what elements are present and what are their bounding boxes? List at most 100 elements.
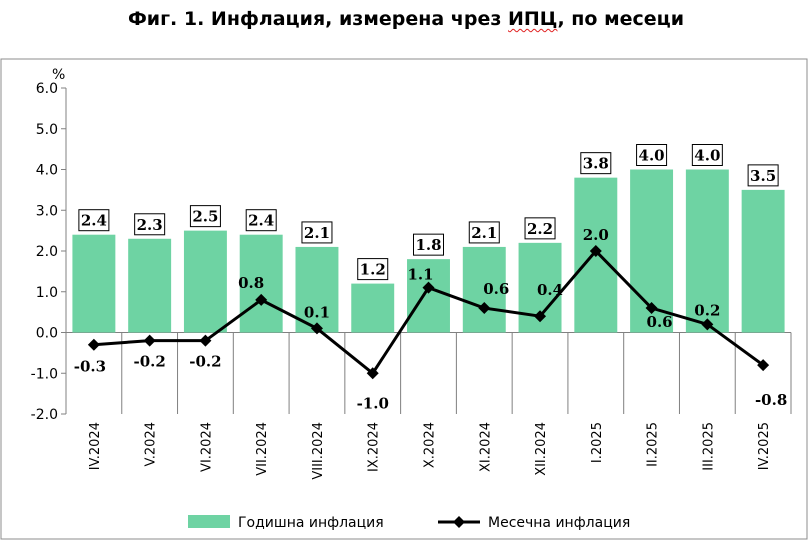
monthly-point (143, 334, 156, 347)
bar-label-box (524, 217, 556, 240)
line-labels: -0.3 -0.2 -0.2 0.8 0.1 -1.0 1.1 0.6 0.4 2.0 0.6 0.2… (74, 226, 788, 412)
bar (128, 238, 172, 333)
bar-label-box (189, 205, 221, 228)
bar-label-box (357, 258, 389, 281)
bar-data-label: 4.0 (691, 144, 723, 166)
y-tick-label: 1.0 (36, 285, 58, 301)
bar-data-label: 2.4 (78, 209, 110, 232)
line-label: 0.6 (647, 313, 673, 331)
monthly-point (366, 367, 379, 380)
bar-data-label: 3.5 (747, 164, 779, 187)
y-tick-label: -2.0 (31, 407, 58, 423)
line-label: -0.8 (755, 391, 787, 409)
bar-label-text: 4.0 (639, 147, 665, 165)
bar-label-box (636, 144, 668, 166)
y-tick-label: 4.0 (36, 163, 58, 179)
category-label: VIII.2024 (311, 422, 326, 480)
title-text-end: , по месеци (557, 8, 685, 30)
title-text: Фиг. 1. Инфлация, измерена чрез (127, 8, 508, 30)
category-label: VII.2024 (255, 422, 270, 476)
monthly-point (422, 281, 435, 294)
bars (72, 169, 785, 333)
monthly-point (534, 310, 547, 323)
bar (741, 189, 785, 333)
line-label: -1.0 (357, 394, 389, 412)
bar-label-box (301, 221, 333, 244)
bar (295, 246, 339, 333)
monthly-point (199, 334, 212, 347)
category-label: III.2025 (701, 422, 716, 471)
bar-label-text: 2.4 (248, 212, 274, 230)
category-label: II.2025 (646, 422, 661, 467)
category-label: XII.2024 (534, 422, 549, 476)
y-unit-label: % (52, 67, 65, 83)
line-label: -0.2 (133, 353, 165, 371)
bar-label-text: 2.1 (304, 224, 330, 242)
bar-data-label: 4.0 (636, 144, 668, 166)
axes: -2.0 -1.0 0.0 1.0 2.0 3.0 4.0 5.0 6.0% (31, 67, 792, 423)
bar-data-label: 1.8 (413, 233, 444, 256)
bar-label-box (134, 213, 166, 236)
bar (351, 283, 395, 333)
monthly-point (87, 338, 100, 351)
legend-bar-label: Годишна инфлация (238, 515, 384, 531)
title-abbrev: ИПЦ (508, 8, 558, 30)
bar-data-label: 2.4 (245, 209, 277, 232)
line-label: 0.8 (238, 274, 264, 292)
bar (462, 246, 506, 333)
y-tick-label: 6.0 (36, 81, 58, 97)
y-tick-label: 3.0 (36, 203, 58, 219)
bar-labels: 2.4 2.3 2.5 2.4 2.1 1.2 1.8 2.1 2.2 3.8 4.0 4.0 3.5 (78, 144, 779, 281)
legend-line-marker (453, 516, 465, 528)
monthly-point (645, 302, 658, 315)
y-tick-label: 0.0 (36, 326, 58, 342)
bar-label-text: 3.8 (583, 155, 609, 173)
bar-data-label: 2.1 (468, 221, 500, 244)
bar-data-label: 2.2 (524, 217, 556, 240)
monthly-point (478, 302, 491, 315)
legend: Годишна инфлация Месечна инфлация (188, 515, 630, 531)
category-label: VI.2024 (199, 422, 214, 472)
monthly-point (255, 293, 268, 306)
bar-label-text: 4.0 (694, 147, 720, 165)
bar (685, 169, 729, 333)
bar-label-text: 2.4 (81, 212, 107, 230)
bar-label-text: 1.2 (360, 261, 386, 279)
bar-label-box (691, 144, 723, 166)
category-label: IX.2024 (367, 422, 382, 472)
line-label: 0.1 (304, 303, 330, 321)
y-tick-label: -1.0 (31, 366, 58, 382)
bar-label-box (468, 221, 500, 244)
bar-label-text: 3.5 (750, 167, 776, 185)
line-label: 2.0 (583, 226, 609, 244)
line-label: 0.4 (537, 281, 563, 299)
chart-frame (0, 58, 808, 540)
bar-data-label: 2.3 (134, 213, 166, 236)
line-label: -0.3 (74, 358, 106, 376)
y-tick-label: 2.0 (36, 244, 58, 260)
legend-bar-swatch (188, 515, 230, 528)
category-label: IV.2025 (757, 422, 772, 470)
category-labels: IV.2024 V.2024 VI.2024 VII.2024 VIII.2024 IX.… (88, 422, 772, 480)
legend-line-label: Месечна инфлация (488, 515, 630, 531)
monthly-line (87, 245, 770, 380)
bar-label-box (747, 164, 779, 187)
monthly-point (701, 318, 714, 331)
line-label: 1.1 (407, 266, 433, 284)
monthly-point (757, 359, 770, 372)
bar (239, 234, 283, 333)
category-label: V.2024 (144, 422, 159, 466)
bar-label-box (245, 209, 277, 232)
line-label: 0.2 (694, 301, 720, 319)
bar-label-text: 2.2 (527, 220, 553, 238)
bar-label-box (580, 152, 612, 175)
chart-title: Фиг. 1. Инфлация, измерена чрез ИПЦ, по … (0, 8, 812, 30)
line-label: 0.6 (483, 280, 509, 298)
bar-data-label: 1.2 (357, 258, 389, 281)
bar-label-text: 2.3 (137, 216, 163, 234)
bar-data-label: 2.5 (189, 205, 221, 228)
bar-data-label: 2.1 (301, 221, 333, 244)
bar-label-box (78, 209, 110, 232)
bar-label-text: 1.8 (415, 236, 441, 254)
